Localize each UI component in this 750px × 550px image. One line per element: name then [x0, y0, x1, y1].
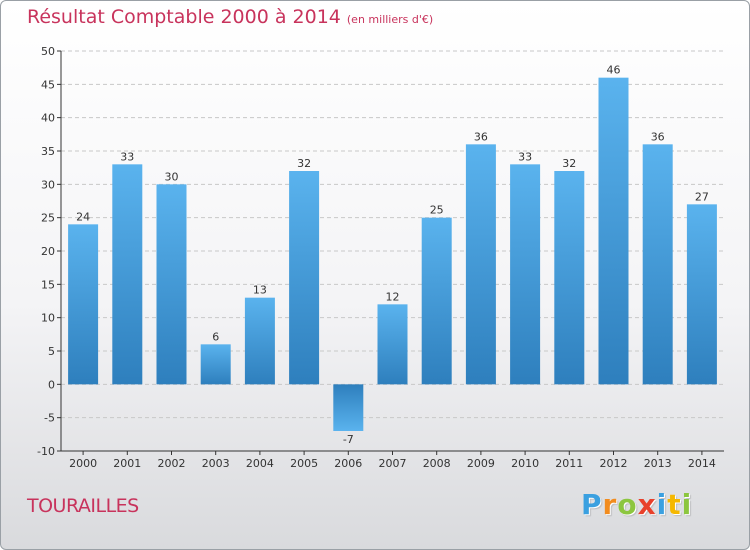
x-tick-label: 2014 [688, 457, 716, 470]
x-tick-label: 2010 [511, 457, 539, 470]
logo-letter: t [667, 488, 682, 521]
x-tick-label: 2006 [334, 457, 362, 470]
x-tick-label: 2013 [644, 457, 672, 470]
y-tick-label: 15 [41, 278, 55, 291]
data-label: 12 [386, 290, 400, 303]
bar [598, 77, 629, 385]
data-label: 27 [695, 190, 709, 203]
x-tick-label: 2011 [555, 457, 583, 470]
data-label: 25 [430, 204, 444, 217]
bar [465, 144, 496, 385]
data-label: 46 [607, 64, 621, 77]
logo-letter: i [656, 488, 668, 521]
y-tick-label: 40 [41, 112, 55, 125]
x-tick-label: 2002 [158, 457, 186, 470]
y-tick-label: 50 [41, 45, 55, 58]
bar [244, 297, 275, 385]
y-tick-label: -5 [44, 412, 55, 425]
data-label: 33 [120, 150, 134, 163]
bar [200, 344, 231, 385]
y-tick-label: -10 [37, 445, 55, 458]
y-tick-label: 30 [41, 178, 55, 191]
logo-letter: x [637, 488, 657, 521]
x-tick-label: 2005 [290, 457, 318, 470]
data-label: -7 [343, 433, 354, 446]
data-label: 6 [212, 330, 219, 343]
bar [333, 384, 364, 431]
chart-title: Résultat Comptable 2000 à 2014 (en millie… [27, 6, 434, 28]
bar [289, 171, 320, 385]
data-label: 36 [474, 130, 488, 143]
logo-letter: i [681, 488, 693, 521]
y-tick-label: 0 [48, 378, 55, 391]
y-tick-label: 25 [41, 212, 55, 225]
logo-letter: o [617, 488, 638, 521]
x-tick-label: 2008 [423, 457, 451, 470]
chart-subtitle: (en milliers d'€) [346, 13, 434, 26]
bar [642, 144, 673, 385]
x-tick-label: 2004 [246, 457, 274, 470]
data-label: 24 [76, 210, 90, 223]
x-tick-label: 2009 [467, 457, 495, 470]
x-tick-label: 2000 [69, 457, 97, 470]
logo-letter: P [581, 488, 603, 521]
y-tick-label: 35 [41, 145, 55, 158]
logo-letter: r [602, 488, 618, 521]
x-tick-label: 2012 [600, 457, 628, 470]
bar [510, 164, 541, 385]
bar [156, 184, 187, 385]
data-label: 30 [165, 170, 179, 183]
x-tick-label: 2003 [202, 457, 230, 470]
proxiti-logo[interactable]: Proxiti [581, 488, 692, 521]
data-label: 32 [562, 157, 576, 170]
bar [421, 217, 452, 385]
place-name: TOURAILLES [27, 495, 139, 517]
data-label: 36 [651, 130, 665, 143]
bar [112, 164, 143, 385]
y-tick-label: 10 [41, 312, 55, 325]
bar [686, 204, 717, 385]
data-label: 33 [518, 150, 532, 163]
bar [554, 171, 585, 385]
x-tick-label: 2001 [113, 457, 141, 470]
y-tick-label: 5 [48, 345, 55, 358]
y-tick-label: 45 [41, 78, 55, 91]
data-label: 13 [253, 284, 267, 297]
data-label: 32 [297, 157, 311, 170]
bar [377, 304, 408, 385]
bar [68, 224, 99, 385]
x-tick-label: 2007 [379, 457, 407, 470]
y-tick-label: 20 [41, 245, 55, 258]
